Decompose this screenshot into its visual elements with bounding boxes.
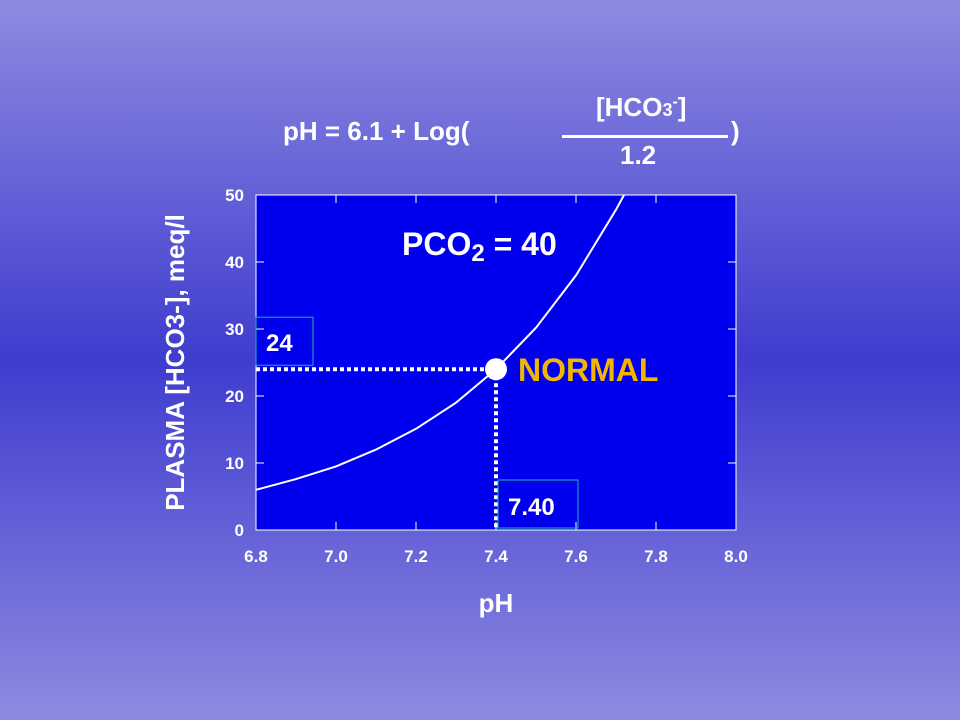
curve-label: PCO2 = 40 xyxy=(402,226,557,267)
equation-lhs: pH = 6.1 + Log( xyxy=(283,116,470,146)
y-tick-label: 30 xyxy=(225,320,244,339)
curve-label-rest: = 40 xyxy=(485,226,557,262)
y-marker-label: 24 xyxy=(266,330,293,357)
equation-denominator: 1.2 xyxy=(620,140,657,170)
equation-numerator: [HCO3-] xyxy=(596,92,686,123)
series-line xyxy=(255,194,625,491)
y-tick-label: 10 xyxy=(225,454,244,473)
x-tick-label: 8.0 xyxy=(724,547,748,566)
x-tick-label: 7.0 xyxy=(324,547,348,566)
x-axis-label: pH xyxy=(479,588,514,618)
x-tick-label: 7.8 xyxy=(644,547,668,566)
y-tick-label: 50 xyxy=(225,186,244,205)
y-tick-label: 0 xyxy=(235,521,244,540)
equation-close: ) xyxy=(731,116,740,146)
curve-label-sub: 2 xyxy=(471,240,484,267)
numerator-sup: - xyxy=(672,93,678,111)
normal-point xyxy=(485,358,507,381)
y-marker-box xyxy=(255,316,314,366)
numerator-sub: 3 xyxy=(662,100,673,120)
curve-label-main: PCO xyxy=(402,226,471,262)
numerator-text: [HCO xyxy=(596,92,663,122)
fraction-bar xyxy=(562,135,728,138)
normal-label: NORMAL xyxy=(518,352,658,388)
x-tick-label: 7.4 xyxy=(484,547,508,566)
y-tick-label: 20 xyxy=(225,387,244,406)
x-tick-label: 6.8 xyxy=(244,547,268,566)
x-tick-label: 7.6 xyxy=(564,547,588,566)
y-axis-label: PLASMA [HCO3-], meq/l xyxy=(160,214,190,511)
numerator-close: ] xyxy=(677,92,687,122)
x-marker-box xyxy=(497,479,579,529)
y-tick-label: 40 xyxy=(225,253,244,272)
tick-labels: 6.8 7.0 7.2 7.4 7.6 7.8 8.0 0 10 20 30 40 50 xyxy=(225,186,748,566)
x-marker-label: 7.40 xyxy=(508,494,555,521)
x-tick-label: 7.2 xyxy=(404,547,428,566)
